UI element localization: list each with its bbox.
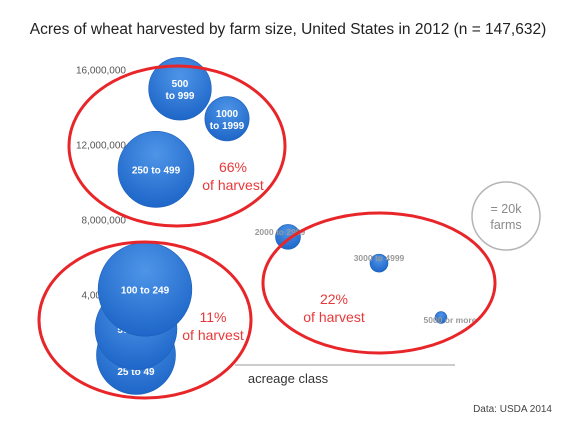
group-ellipses (37, 64, 497, 400)
bubble-label: 3000 to 4999 (354, 253, 405, 263)
chart-title: Acres of wheat harvested by farm size, U… (30, 21, 547, 38)
y-tick-label: 12,000,000 (76, 141, 126, 152)
bubble-label: 2000 to 2999 (255, 227, 306, 237)
group-text-large: of harvest (202, 177, 264, 193)
bubble-label: 5000 or more (424, 315, 477, 325)
y-tick-label: 16,000,000 (76, 66, 126, 77)
size-legend-circle (471, 181, 541, 251)
group-share-large: 66% (219, 159, 247, 175)
bubble (434, 311, 448, 324)
source-note: Data: USDA 2014 (473, 404, 552, 415)
bubble (148, 57, 212, 121)
size-legend-unit: farms (490, 218, 521, 232)
group-share-very-large: 22% (320, 291, 348, 307)
group-ellipse-small (37, 240, 253, 400)
size-legend: = 20k farms (471, 181, 541, 251)
group-ellipse-large (67, 64, 287, 228)
bubble (204, 96, 250, 142)
size-legend-value: = 20k (491, 202, 523, 216)
bubble-label: 1000 to 1999 (210, 109, 245, 132)
bubble (117, 131, 195, 208)
bubble-label: 250 to 499 (132, 165, 181, 176)
group-text-small: of harvest (182, 327, 244, 343)
group-share-small: 11% (200, 309, 227, 325)
bubble (369, 253, 389, 273)
x-axis-label: acreage class (248, 371, 329, 386)
y-tick-label: 8,000,000 (82, 216, 127, 227)
bubble-label: 500 to 999 (166, 79, 195, 102)
bubble-label: 25 to 49 (117, 367, 155, 378)
bubble-label: 100 to 249 (121, 285, 170, 296)
group-text-very-large: of harvest (303, 309, 365, 325)
group-ellipse-very-large (261, 211, 497, 355)
